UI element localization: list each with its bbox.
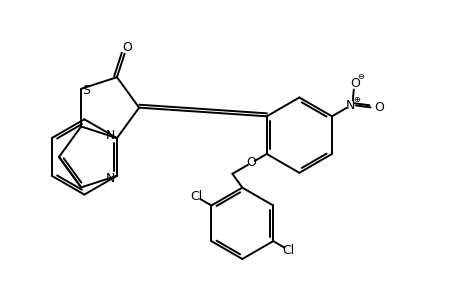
Text: N: N bbox=[105, 172, 114, 185]
Text: S: S bbox=[82, 84, 90, 97]
Text: ⊖: ⊖ bbox=[357, 72, 364, 81]
Text: Cl: Cl bbox=[282, 244, 294, 256]
Text: O: O bbox=[349, 77, 359, 90]
Text: N: N bbox=[105, 129, 114, 142]
Text: O: O bbox=[374, 101, 384, 114]
Text: N: N bbox=[345, 99, 355, 112]
Text: O: O bbox=[246, 156, 256, 170]
Text: ⊕: ⊕ bbox=[353, 95, 359, 104]
Text: Cl: Cl bbox=[190, 190, 202, 203]
Text: O: O bbox=[122, 40, 131, 53]
